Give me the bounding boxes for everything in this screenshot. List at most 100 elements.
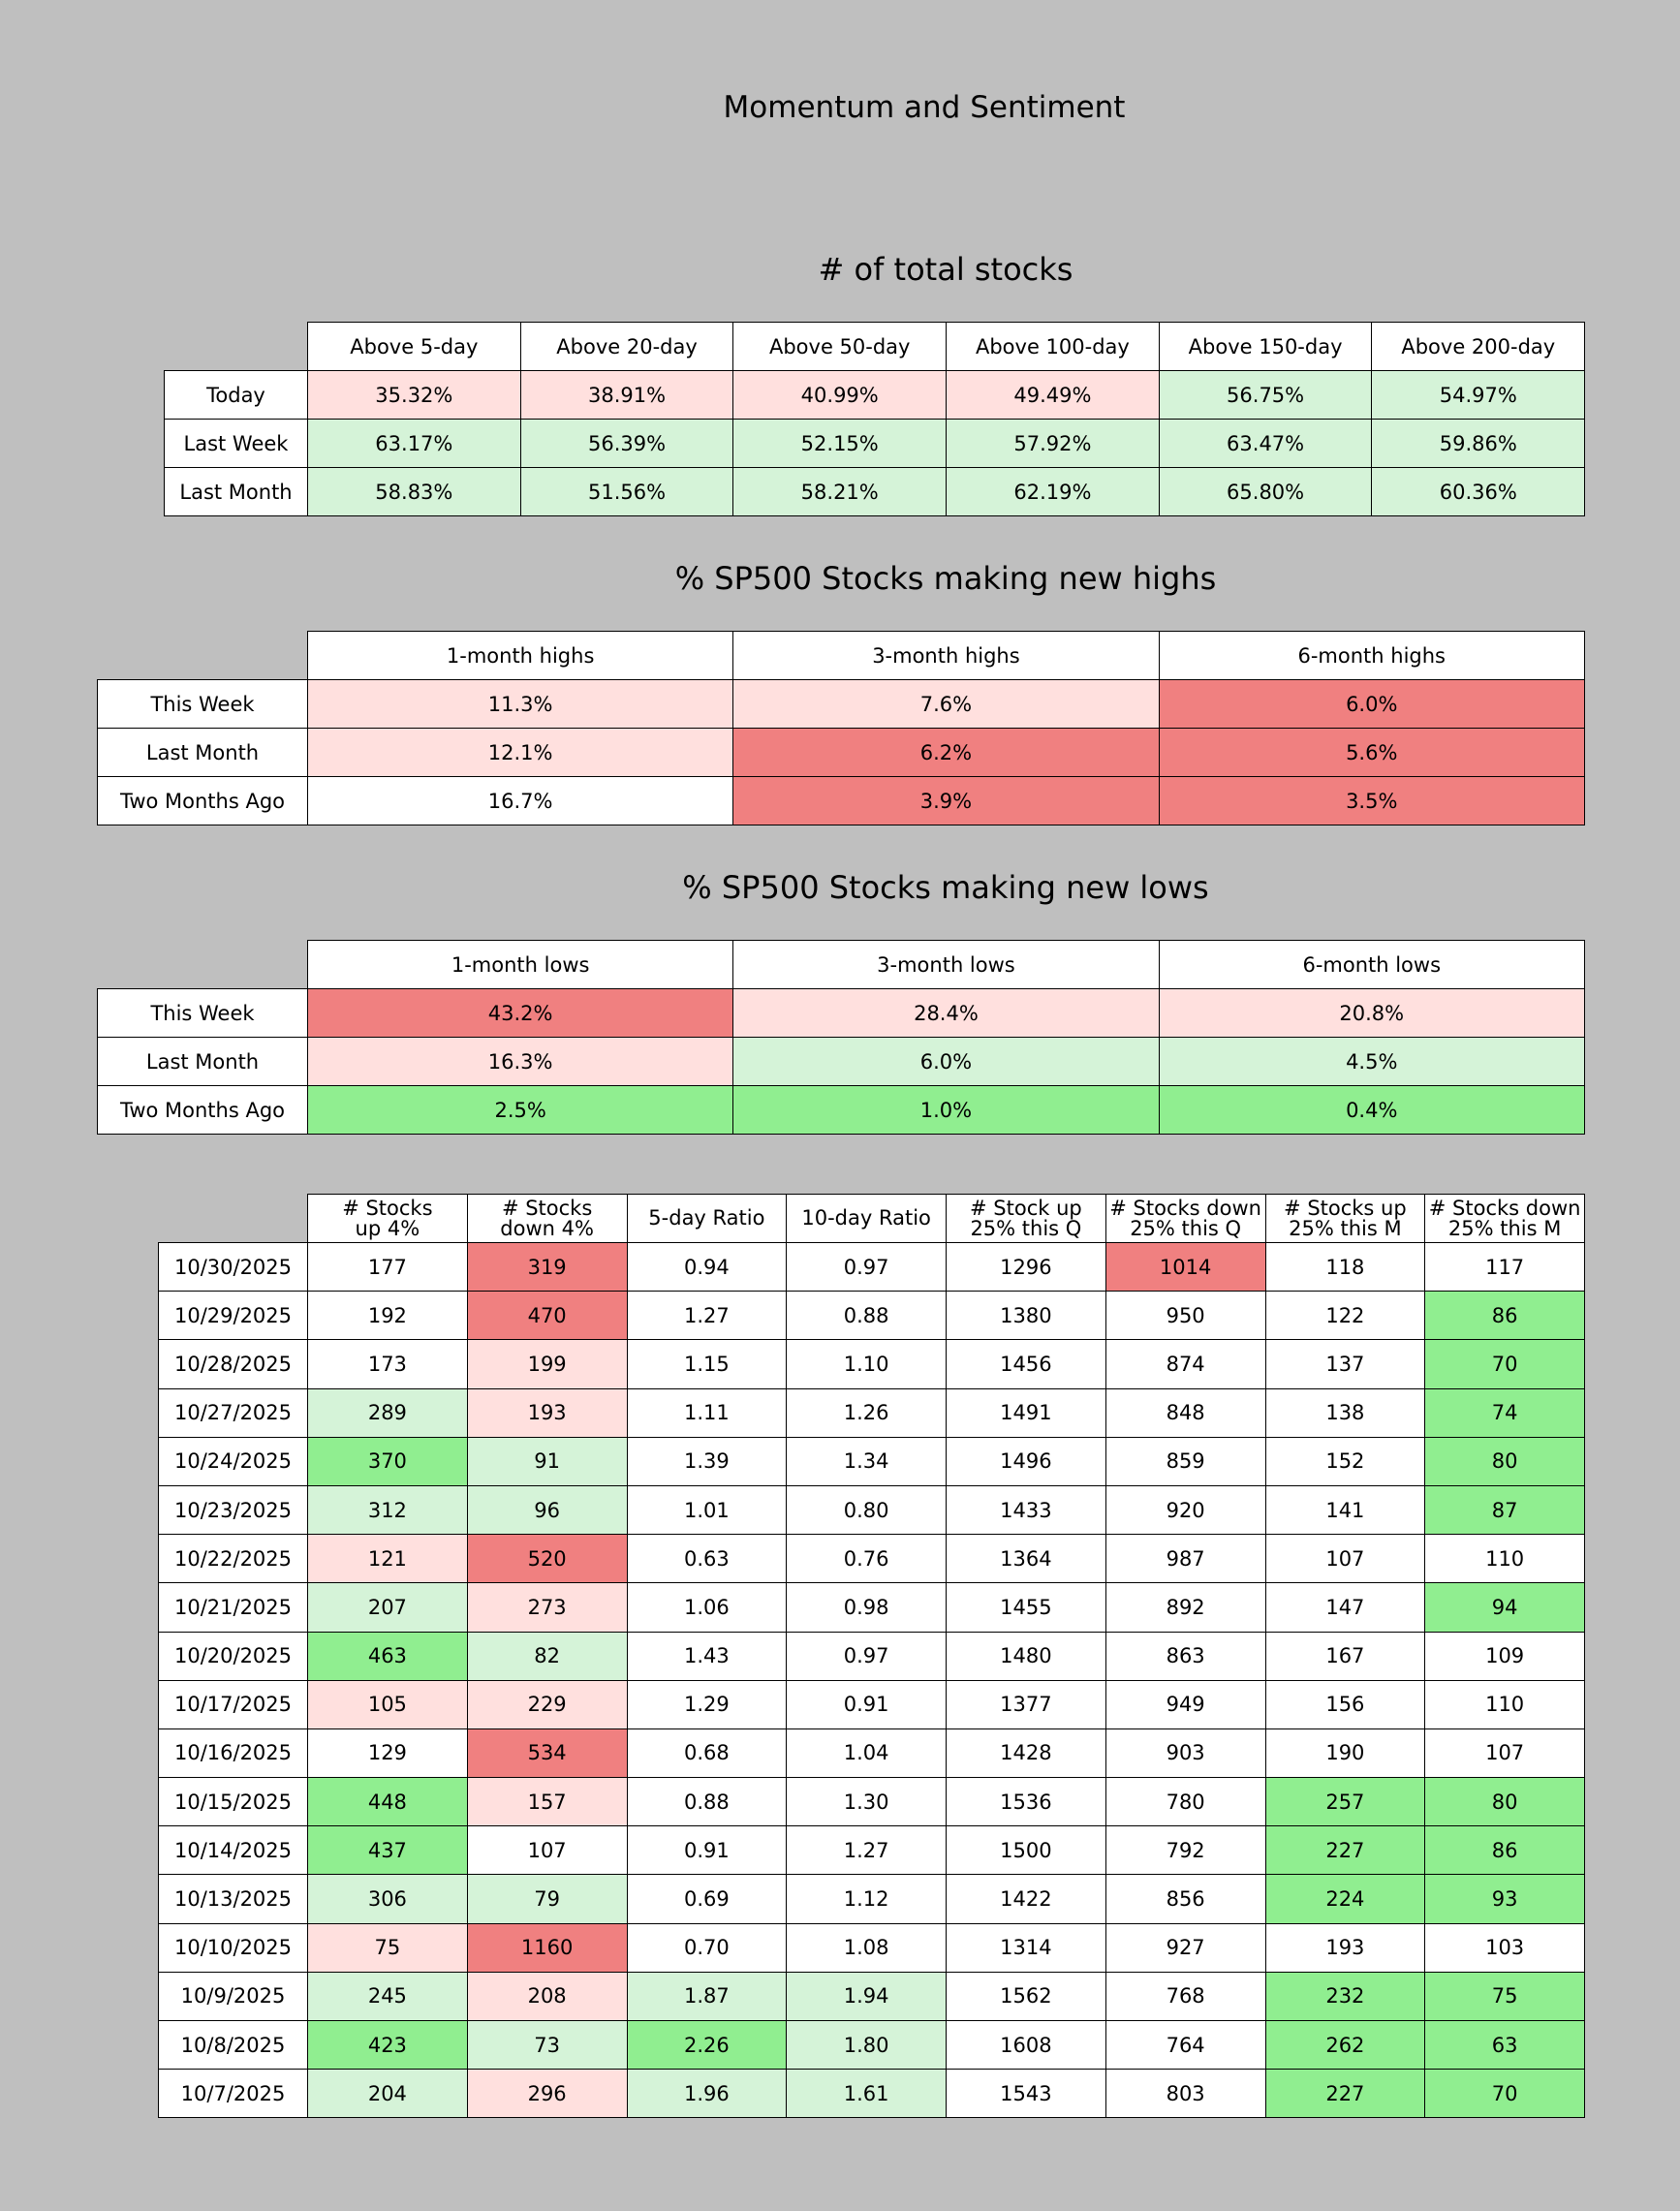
column-header-line: # Stock up <box>970 1196 1082 1220</box>
row-label: 10/28/2025 <box>158 1339 308 1389</box>
data-cell: 1.27 <box>786 1825 947 1876</box>
data-cell: 107 <box>1264 1534 1426 1584</box>
data-cell: 927 <box>1104 1922 1266 1973</box>
data-cell: 1491 <box>946 1387 1106 1438</box>
data-cell: 1364 <box>946 1534 1106 1584</box>
table-row: 10/20/2025 463 82 1.43 0.97 1480 863 167 109 <box>158 1631 1585 1681</box>
data-cell: 141 <box>1264 1484 1426 1536</box>
table-row: 10/16/2025 129 534 0.68 1.04 1428 903 190 107 <box>158 1728 1585 1779</box>
data-cell: 63.47% <box>1158 419 1373 468</box>
row-label: 10/30/2025 <box>158 1241 308 1292</box>
data-cell: 227 <box>1264 2069 1426 2119</box>
column-header: 1-month lows <box>306 940 734 989</box>
column-header: Above 5-day <box>307 322 521 371</box>
data-cell: 152 <box>1264 1436 1426 1486</box>
data-cell: 856 <box>1104 1874 1266 1924</box>
table-row: This Week 43.2% 28.4% 20.8% <box>97 988 1585 1038</box>
data-cell: 1608 <box>946 2019 1106 2071</box>
data-cell: 296 <box>466 2069 628 2119</box>
data-cell: 167 <box>1264 1631 1426 1681</box>
data-cell: 1.08 <box>786 1922 947 1973</box>
data-cell: 3.9% <box>732 776 1160 825</box>
data-cell: 803 <box>1104 2069 1266 2119</box>
table-row: 10/10/2025 75 1160 0.70 1.08 1314 927 193 103 <box>158 1922 1585 1973</box>
data-cell: 987 <box>1104 1534 1266 1584</box>
data-cell: 79 <box>466 1874 628 1924</box>
data-cell: 107 <box>1424 1728 1585 1779</box>
table-row: 10/17/2025 105 229 1.29 0.91 1377 949 156 110 <box>158 1679 1585 1729</box>
table-title-new-lows: % SP500 Stocks making new lows <box>682 869 1209 906</box>
data-cell: 0.88 <box>786 1291 947 1341</box>
data-cell: 0.91 <box>786 1679 947 1729</box>
data-cell: 1433 <box>946 1484 1106 1536</box>
data-cell: 207 <box>307 1582 468 1633</box>
row-label: Two Months Ago <box>97 776 308 825</box>
row-label: This Week <box>97 988 308 1038</box>
table-row: Two Months Ago 16.7% 3.9% 3.5% <box>97 776 1585 825</box>
data-cell: 2.26 <box>626 2019 788 2071</box>
data-cell: 20.8% <box>1158 988 1585 1038</box>
data-cell: 1014 <box>1104 1241 1266 1292</box>
data-cell: 82 <box>466 1631 628 1681</box>
column-header-line: up 4% <box>355 1216 420 1240</box>
data-cell: 204 <box>307 2069 468 2119</box>
data-cell: 58.83% <box>307 467 521 516</box>
data-cell: 1543 <box>946 2069 1106 2119</box>
table-row: 10/15/2025 448 157 0.88 1.30 1536 780 257 80 <box>158 1777 1585 1827</box>
data-cell: 1.27 <box>626 1291 788 1341</box>
table-title-total-stocks: # of total stocks <box>818 251 1073 288</box>
column-header: 10-day Ratio <box>786 1194 947 1243</box>
table-row: This Week 11.3% 7.6% 6.0% <box>97 679 1585 729</box>
row-label: 10/29/2025 <box>158 1291 308 1341</box>
column-header: Above 200-day <box>1371 322 1586 371</box>
row-label: This Week <box>97 679 308 729</box>
data-cell: 2.5% <box>306 1085 734 1135</box>
data-cell: 224 <box>1264 1874 1426 1924</box>
row-label: 10/23/2025 <box>158 1484 308 1536</box>
table-row: 10/23/2025 312 96 1.01 0.80 1433 920 141 87 <box>158 1484 1585 1536</box>
data-cell: 448 <box>307 1777 468 1827</box>
data-cell: 273 <box>466 1582 628 1633</box>
data-cell: 319 <box>466 1241 628 1292</box>
row-label: 10/7/2025 <box>158 2069 308 2119</box>
data-cell: 75 <box>307 1922 468 1973</box>
data-cell: 147 <box>1264 1582 1426 1633</box>
data-cell: 949 <box>1104 1679 1266 1729</box>
row-label: Two Months Ago <box>97 1085 308 1135</box>
data-cell: 75 <box>1424 1971 1585 2022</box>
data-cell: 1296 <box>946 1241 1106 1292</box>
data-cell: 1314 <box>946 1922 1106 1973</box>
data-cell: 423 <box>307 2019 468 2071</box>
data-cell: 199 <box>466 1339 628 1389</box>
column-header: # Stocks down 25% this Q <box>1104 1194 1266 1243</box>
table-title-new-highs: % SP500 Stocks making new highs <box>674 560 1217 597</box>
table-row: Today 35.32% 38.91% 40.99% 49.49% 56.75% 54.97… <box>164 370 1586 420</box>
data-cell: 232 <box>1264 1971 1426 2022</box>
data-cell: 0.97 <box>786 1241 947 1292</box>
table-row: 10/8/2025 423 73 2.26 1.80 1608 764 262 63 <box>158 2019 1585 2071</box>
data-cell: 11.3% <box>306 679 734 729</box>
data-cell: 0.69 <box>626 1874 788 1924</box>
column-header: Above 50-day <box>732 322 948 371</box>
row-label: 10/16/2025 <box>158 1728 308 1779</box>
table-row: 10/14/2025 437 107 0.91 1.27 1500 792 227 86 <box>158 1825 1585 1876</box>
data-cell: 190 <box>1264 1728 1426 1779</box>
data-cell: 1.39 <box>626 1436 788 1486</box>
data-cell: 12.1% <box>306 728 734 777</box>
table-row: 10/27/2025 289 193 1.11 1.26 1491 848 138 74 <box>158 1387 1585 1438</box>
data-cell: 208 <box>466 1971 628 2022</box>
data-cell: 1160 <box>466 1922 628 1973</box>
data-cell: 192 <box>307 1291 468 1341</box>
table-row: 10/22/2025 121 520 0.63 0.76 1364 987 107 110 <box>158 1534 1585 1584</box>
row-label: 10/24/2025 <box>158 1436 308 1486</box>
column-header: Above 100-day <box>946 322 1160 371</box>
data-cell: 110 <box>1424 1534 1585 1584</box>
data-cell: 6.2% <box>732 728 1160 777</box>
data-cell: 129 <box>307 1728 468 1779</box>
data-cell: 91 <box>466 1436 628 1486</box>
data-cell: 118 <box>1264 1241 1426 1292</box>
column-header: 5-day Ratio <box>626 1194 788 1243</box>
data-cell: 1377 <box>946 1679 1106 1729</box>
total-stocks-table: Above 5-day Above 20-day Above 50-day Above… <box>164 322 1586 516</box>
data-cell: 38.91% <box>519 370 734 420</box>
